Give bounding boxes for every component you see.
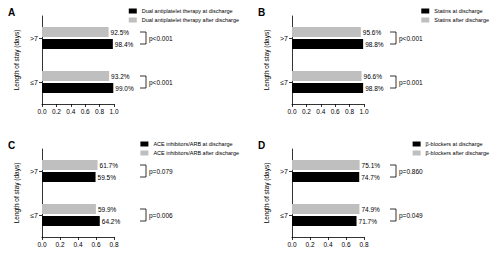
- svg-text:Length of stay (days): Length of stay (days): [263, 163, 271, 224]
- svg-text:0.4: 0.4: [323, 241, 332, 248]
- svg-text:98.8%: 98.8%: [365, 85, 384, 92]
- svg-text:≤7: ≤7: [280, 79, 288, 86]
- svg-text:C: C: [8, 140, 15, 151]
- svg-text:0.6: 0.6: [81, 108, 90, 115]
- svg-text:p=0.079: p=0.079: [149, 168, 173, 176]
- svg-text:59.5%: 59.5%: [98, 174, 117, 181]
- svg-text:≤7: ≤7: [30, 212, 38, 219]
- svg-text:D: D: [258, 140, 265, 151]
- svg-text:≤7: ≤7: [30, 79, 38, 86]
- svg-text:0.2: 0.2: [52, 108, 61, 115]
- svg-text:74.7%: 74.7%: [361, 174, 380, 181]
- svg-text:92.5%: 92.5%: [111, 29, 130, 36]
- svg-text:>7: >7: [30, 35, 38, 42]
- svg-text:74.9%: 74.9%: [361, 206, 380, 213]
- svg-text:99.0%: 99.0%: [115, 85, 134, 92]
- svg-text:0.4: 0.4: [316, 108, 325, 115]
- svg-text:0.2: 0.2: [302, 108, 311, 115]
- svg-text:Length of stay (days): Length of stay (days): [13, 30, 21, 91]
- svg-text:β-blockers at discharge: β-blockers at discharge: [426, 141, 483, 147]
- svg-text:B: B: [258, 7, 265, 18]
- svg-text:p<0.001: p<0.001: [149, 79, 173, 87]
- svg-text:0.0: 0.0: [287, 108, 296, 115]
- svg-text:0.4: 0.4: [66, 108, 75, 115]
- svg-text:71.7%: 71.7%: [359, 218, 378, 225]
- svg-text:0.0: 0.0: [287, 241, 296, 248]
- svg-text:ACE inhibitors/ARB at discharg: ACE inhibitors/ARB at discharge: [153, 141, 232, 147]
- svg-text:0.4: 0.4: [73, 241, 82, 248]
- svg-text:0.2: 0.2: [305, 241, 314, 248]
- svg-text:1.0: 1.0: [359, 108, 368, 115]
- svg-text:0.8: 0.8: [109, 241, 118, 248]
- svg-text:Dual antiplatelet therapy at d: Dual antiplatelet therapy at discharge: [142, 8, 233, 14]
- svg-text:95.6%: 95.6%: [363, 29, 382, 36]
- svg-text:0.8: 0.8: [345, 108, 354, 115]
- svg-text:0.0: 0.0: [37, 108, 46, 115]
- svg-text:98.8%: 98.8%: [365, 41, 384, 48]
- svg-text:>7: >7: [280, 168, 288, 175]
- svg-text:1.0: 1.0: [109, 108, 118, 115]
- svg-text:p=0.049: p=0.049: [399, 212, 423, 220]
- svg-text:0.8: 0.8: [95, 108, 104, 115]
- svg-text:β-blockers after discharge: β-blockers after discharge: [426, 150, 489, 156]
- svg-text:64.2%: 64.2%: [102, 218, 121, 225]
- svg-text:Statins after discharge: Statins after discharge: [434, 17, 489, 23]
- svg-text:>7: >7: [30, 168, 38, 175]
- svg-text:93.2%: 93.2%: [111, 73, 130, 80]
- svg-text:0.6: 0.6: [341, 241, 350, 248]
- svg-text:p=0.006: p=0.006: [149, 212, 173, 220]
- svg-text:0.0: 0.0: [37, 241, 46, 248]
- svg-text:0.6: 0.6: [91, 241, 100, 248]
- svg-text:Length of stay (days): Length of stay (days): [263, 30, 271, 91]
- svg-text:98.4%: 98.4%: [115, 41, 134, 48]
- svg-text:Length of stay (days): Length of stay (days): [13, 163, 21, 224]
- svg-text:0.6: 0.6: [331, 108, 340, 115]
- svg-text:0.2: 0.2: [55, 241, 64, 248]
- svg-text:ACE inhibitors/ARB after disch: ACE inhibitors/ARB after discharge: [153, 150, 239, 156]
- svg-text:0.8: 0.8: [359, 241, 368, 248]
- svg-text:59.9%: 59.9%: [98, 206, 117, 213]
- svg-text:61.7%: 61.7%: [100, 162, 119, 169]
- svg-text:96.6%: 96.6%: [364, 73, 383, 80]
- svg-text:p=0.001: p=0.001: [399, 79, 423, 87]
- svg-text:A: A: [8, 7, 15, 18]
- svg-text:>7: >7: [280, 35, 288, 42]
- svg-text:Dual antiplatelet therapy afte: Dual antiplatelet therapy after discharg…: [142, 17, 239, 23]
- svg-text:≤7: ≤7: [280, 212, 288, 219]
- svg-text:p<0.001: p<0.001: [149, 35, 173, 43]
- svg-text:p=0.860: p=0.860: [399, 168, 423, 176]
- svg-text:p<0.001: p<0.001: [399, 35, 423, 43]
- svg-text:75.1%: 75.1%: [362, 162, 381, 169]
- svg-text:Statins at discharge: Statins at discharge: [434, 8, 482, 14]
